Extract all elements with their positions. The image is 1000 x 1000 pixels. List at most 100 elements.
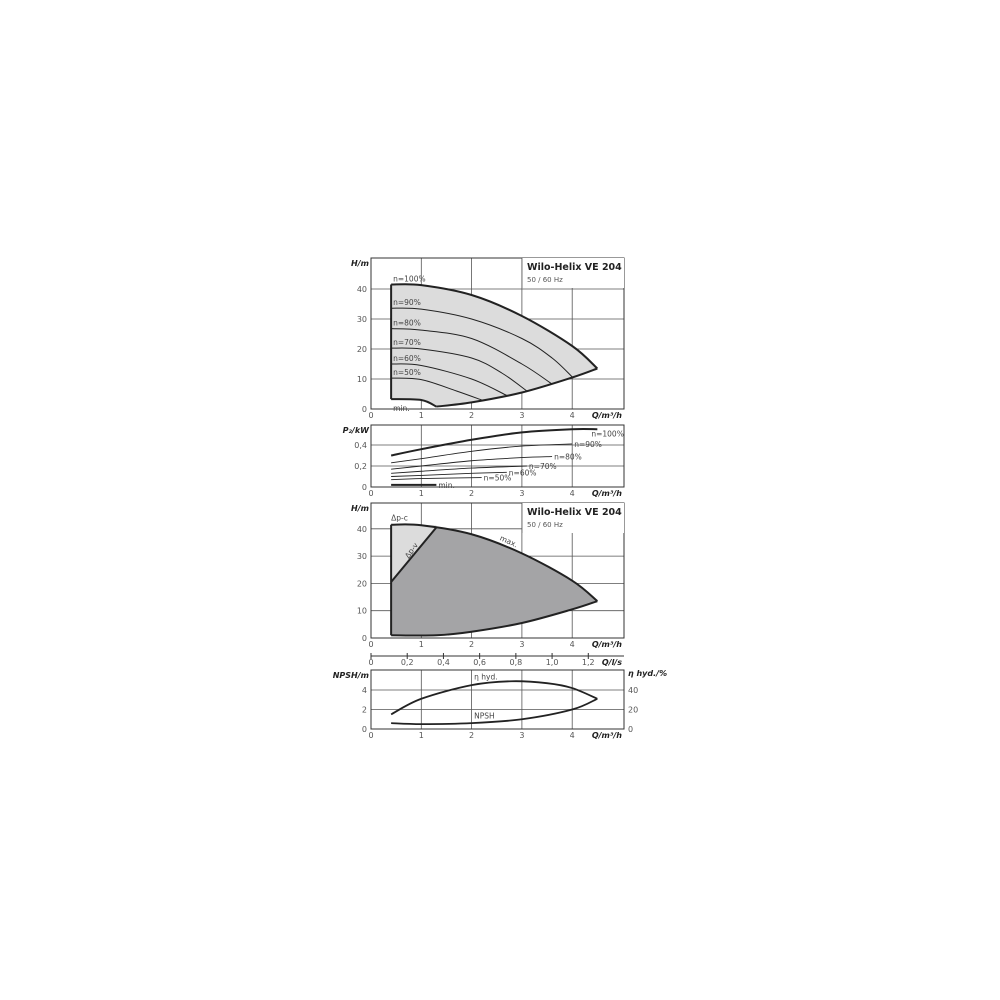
speed-curve-min. bbox=[391, 398, 437, 408]
x-tick-label: 4 bbox=[570, 640, 575, 649]
y2-tick-label: 40 bbox=[628, 686, 638, 695]
y-tick-label: 40 bbox=[357, 285, 367, 294]
y-tick-label: 0 bbox=[362, 725, 367, 734]
x-axis-label: Q/m³/h bbox=[592, 489, 622, 498]
chart-subtitle: 50 / 60 Hz bbox=[527, 276, 563, 284]
x-tick-label: 3 bbox=[519, 731, 524, 740]
speed-curve-n=60% bbox=[391, 363, 508, 396]
y-tick-label: 20 bbox=[357, 579, 367, 588]
chart-title: Wilo-Helix VE 204 bbox=[527, 262, 622, 273]
power-curve-label: min. bbox=[438, 481, 455, 490]
npsh-label: NPSH bbox=[474, 711, 495, 720]
y-tick-label: 4 bbox=[362, 686, 367, 695]
y-axis-label: H/m bbox=[351, 259, 369, 268]
x-tick-label: 1 bbox=[419, 640, 424, 649]
x-tick-label: 4 bbox=[570, 489, 575, 498]
npsh-curve bbox=[391, 697, 598, 726]
plot-frame bbox=[370, 502, 625, 639]
title-box bbox=[522, 503, 624, 533]
plot-frame bbox=[370, 669, 625, 730]
curve-label: n=80% bbox=[393, 319, 421, 328]
x-tick-label: 2 bbox=[469, 411, 474, 420]
chart-title: Wilo-Helix VE 204 bbox=[527, 507, 622, 518]
curve-label: min. bbox=[393, 404, 410, 413]
x-tick-label: 1 bbox=[419, 489, 424, 498]
y-tick-label: 10 bbox=[357, 375, 367, 384]
efficiency-curve bbox=[390, 680, 598, 716]
power-curve-label: n=80% bbox=[554, 453, 582, 462]
power-curve-n=70% bbox=[391, 465, 527, 474]
power-curve-label: n=70% bbox=[529, 462, 557, 471]
y-axis-label: NPSH/m bbox=[333, 671, 369, 680]
x-tick-label: 3 bbox=[519, 489, 524, 498]
y2-axis-label: η hyd./% bbox=[628, 669, 667, 678]
curve-label: n=60% bbox=[393, 354, 421, 363]
speed-curve-n=90% bbox=[391, 307, 573, 378]
curve-label: n=50% bbox=[393, 368, 421, 377]
q-ls-tick-label: 0,4 bbox=[437, 658, 450, 667]
min-curve bbox=[391, 600, 598, 637]
power-curve-n=100% bbox=[390, 428, 598, 457]
x-tick-label: 1 bbox=[419, 411, 424, 420]
q-ls-tick-label: 0,8 bbox=[509, 658, 522, 667]
power-curve-label: n=50% bbox=[484, 474, 512, 483]
y-tick-label: 0 bbox=[362, 634, 367, 643]
speed-curve-lower-boundary bbox=[436, 367, 598, 408]
curve-label: n=90% bbox=[393, 298, 421, 307]
plot-frame bbox=[370, 424, 625, 488]
q-ls-label: Q/l/s bbox=[602, 658, 622, 667]
x-axis-label: Q/m³/h bbox=[592, 411, 622, 420]
plot-frame bbox=[370, 257, 625, 410]
x-tick-label: 0 bbox=[368, 640, 373, 649]
y-tick-label: 0,2 bbox=[354, 462, 367, 471]
q-ls-tick-label: 0 bbox=[368, 658, 373, 667]
chart-subtitle: 50 / 60 Hz bbox=[527, 521, 563, 529]
efficiency-label: η hyd. bbox=[474, 672, 497, 681]
speed-curve-n=70% bbox=[391, 347, 528, 392]
x-tick-label: 2 bbox=[469, 640, 474, 649]
q-ls-tick-label: 1,2 bbox=[582, 658, 595, 667]
speed-curve-n=80% bbox=[391, 328, 553, 385]
power-curve-n=80% bbox=[391, 456, 553, 470]
y-tick-label: 10 bbox=[357, 607, 367, 616]
x-tick-label: 1 bbox=[419, 731, 424, 740]
power-curve-n=50% bbox=[391, 477, 482, 481]
power-curve-n=90% bbox=[391, 443, 573, 464]
power-curve-label: n=90% bbox=[574, 440, 602, 449]
speed-curve-n=100% bbox=[391, 283, 599, 370]
power-curve-label: n=60% bbox=[509, 468, 537, 477]
curve-label: n=70% bbox=[393, 338, 421, 347]
x-axis-label: Q/m³/h bbox=[592, 731, 622, 740]
x-tick-label: 2 bbox=[469, 489, 474, 498]
x-tick-label: 3 bbox=[519, 640, 524, 649]
y-tick-label: 0 bbox=[362, 483, 367, 492]
q-ls-tick-label: 0,2 bbox=[401, 658, 414, 667]
title-box bbox=[522, 258, 624, 288]
y-tick-label: 20 bbox=[357, 345, 367, 354]
y-tick-label: 0,4 bbox=[354, 441, 367, 450]
y2-tick-label: 0 bbox=[628, 725, 633, 734]
x-tick-label: 2 bbox=[469, 731, 474, 740]
speed-curve-n=50% bbox=[391, 377, 482, 401]
power-curve-n=60% bbox=[391, 471, 507, 477]
y-tick-label: 30 bbox=[357, 315, 367, 324]
x-tick-label: 0 bbox=[368, 489, 373, 498]
power-curve-label: n=100% bbox=[591, 429, 623, 438]
q-ls-tick-label: 1,0 bbox=[546, 658, 559, 667]
q-ls-tick-label: 0,6 bbox=[473, 658, 486, 667]
x-tick-label: 3 bbox=[519, 411, 524, 420]
y2-tick-label: 20 bbox=[628, 706, 638, 715]
x-tick-label: 0 bbox=[368, 411, 373, 420]
dp-v-line bbox=[390, 526, 438, 583]
y-tick-label: 0 bbox=[362, 405, 367, 414]
y-axis-label: P₂/kW bbox=[343, 426, 371, 435]
curve-label: n=100% bbox=[393, 275, 425, 284]
y-axis-label: H/m bbox=[351, 504, 369, 513]
y-tick-label: 30 bbox=[357, 552, 367, 561]
y-tick-label: 40 bbox=[357, 525, 367, 534]
max-curve bbox=[391, 523, 598, 602]
x-tick-label: 4 bbox=[570, 411, 575, 420]
operating-range-area bbox=[391, 284, 598, 407]
x-tick-label: 0 bbox=[368, 731, 373, 740]
